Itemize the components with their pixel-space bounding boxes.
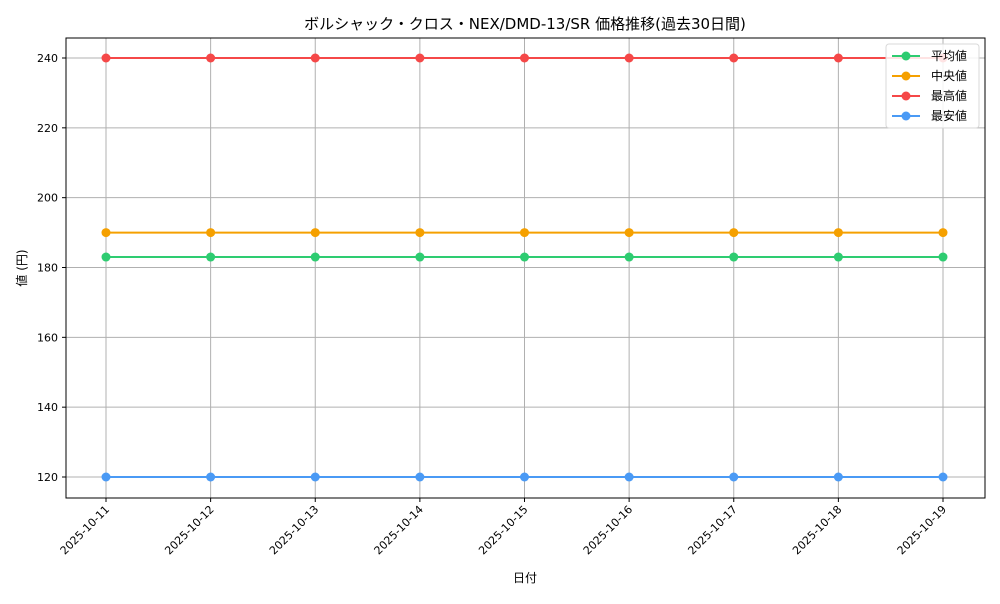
x-tick-label: 2025-10-13 <box>267 503 321 557</box>
data-point-marker <box>415 252 425 262</box>
data-point-marker <box>520 472 529 482</box>
y-tick-label: 160 <box>37 331 58 344</box>
data-point-marker <box>101 472 111 482</box>
x-axis-label: 日付 <box>513 571 537 585</box>
legend-label: 平均値 <box>931 48 967 63</box>
legend-label: 最安値 <box>931 108 967 123</box>
x-tick-label: 2025-10-16 <box>581 503 635 557</box>
x-axis: 2025-10-11 2025-10-12 2025-10-13 2025-10-14… <box>58 498 949 557</box>
data-point-marker <box>624 252 634 262</box>
data-point-marker <box>415 228 425 238</box>
series-1 <box>101 228 948 238</box>
data-point-marker <box>624 53 634 63</box>
y-tick-label: 180 <box>37 262 58 275</box>
data-point-marker <box>938 472 948 482</box>
x-tick-label: 2025-10-19 <box>895 503 949 557</box>
legend-marker-icon <box>901 91 911 101</box>
data-point-marker <box>206 53 216 63</box>
data-point-marker <box>310 53 320 63</box>
x-tick-label: 2025-10-17 <box>685 503 739 557</box>
x-tick-label: 2025-10-14 <box>372 503 426 557</box>
data-point-marker <box>415 472 425 482</box>
grid-lines <box>66 38 985 498</box>
x-tick-label: 2025-10-18 <box>790 503 844 557</box>
data-point-marker <box>206 228 216 238</box>
data-point-marker <box>520 228 529 238</box>
data-point-marker <box>206 252 216 262</box>
data-point-marker <box>520 53 529 63</box>
y-tick-label: 200 <box>37 192 58 205</box>
data-point-marker <box>310 228 320 238</box>
data-point-marker <box>415 53 425 63</box>
series-2 <box>101 53 948 63</box>
y-axis-label: 値 (円) <box>14 249 29 286</box>
data-point-marker <box>101 252 111 262</box>
legend-entry: 平均値 <box>892 48 967 63</box>
data-point-marker <box>624 472 634 482</box>
legend-box <box>885 43 980 129</box>
y-tick-label: 140 <box>37 401 58 414</box>
y-tick-label: 120 <box>37 471 58 484</box>
data-point-marker <box>729 472 739 482</box>
y-tick-label: 220 <box>37 122 58 135</box>
data-point-marker <box>729 252 739 262</box>
data-point-marker <box>833 53 843 63</box>
legend-entry: 最安値 <box>892 108 967 123</box>
x-tick-label: 2025-10-15 <box>476 503 530 557</box>
data-point-marker <box>729 228 739 238</box>
data-point-marker <box>938 228 948 238</box>
chart-title: ボルシャック・クロス・NEX/DMD-13/SR 価格推移(過去30日間) <box>304 15 746 33</box>
data-point-marker <box>833 252 843 262</box>
legend-label: 中央値 <box>931 68 967 83</box>
legend-marker-icon <box>901 71 911 81</box>
y-tick-label: 240 <box>37 52 58 65</box>
legend-marker-icon <box>901 111 911 121</box>
data-point-marker <box>938 252 948 262</box>
data-point-marker <box>310 252 320 262</box>
data-point-marker <box>101 228 111 238</box>
series-lines <box>101 53 948 482</box>
x-tick-label: 2025-10-11 <box>58 503 112 557</box>
legend-entry: 最高値 <box>892 88 967 103</box>
x-tick-label: 2025-10-12 <box>162 503 216 557</box>
data-point-marker <box>520 252 529 262</box>
y-axis: 120 140 160 180 200 220 240 <box>37 52 66 484</box>
legend-entry: 中央値 <box>892 68 967 83</box>
data-point-marker <box>206 472 216 482</box>
data-point-marker <box>101 53 111 63</box>
data-point-marker <box>729 53 739 63</box>
data-point-marker <box>624 228 634 238</box>
legend-label: 最高値 <box>931 88 967 103</box>
legend-marker-icon <box>901 51 911 61</box>
data-point-marker <box>833 228 843 238</box>
data-point-marker <box>310 472 320 482</box>
data-point-marker <box>833 472 843 482</box>
series-0 <box>101 252 948 262</box>
series-3 <box>101 472 948 482</box>
